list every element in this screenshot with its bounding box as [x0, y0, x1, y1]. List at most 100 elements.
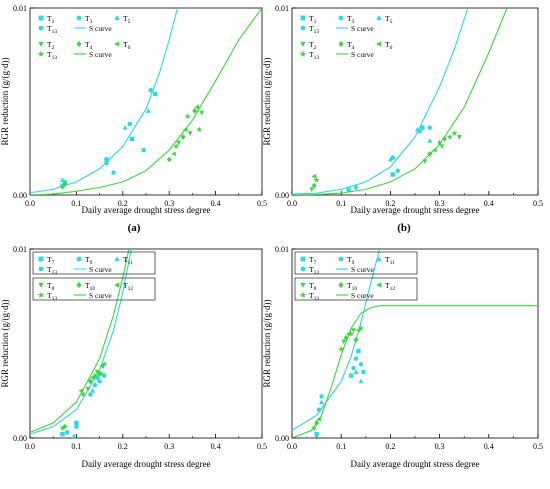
x-tick-label: 0.3: [164, 199, 174, 208]
x-tick-label: 0.5: [257, 442, 267, 451]
legend-label: T7: [47, 255, 55, 266]
legend-label-subscript: 3: [90, 19, 93, 25]
data-point: [122, 125, 128, 130]
legend-marker: [300, 266, 306, 272]
legend-label-text: T: [385, 40, 390, 49]
s-curve-line: [30, 8, 262, 195]
legend-marker: [76, 40, 82, 48]
legend-label-subscript: 13: [314, 55, 320, 61]
data-point: [74, 420, 79, 426]
legend-label-subscript: 7: [52, 260, 55, 266]
legend-marker: [300, 256, 306, 262]
x-axis-label: Daily average drought stress degree: [82, 459, 211, 469]
data-point: [390, 172, 396, 177]
data-point: [192, 107, 198, 114]
legend-marker: [300, 282, 306, 288]
legend-marker: [299, 291, 307, 298]
x-tick-label: 0.0: [25, 442, 35, 451]
x-tick-label: 0.5: [533, 442, 543, 451]
x-tick-label: 0.1: [336, 442, 346, 451]
data-point: [442, 136, 447, 142]
chart-panel: 0.0 0.1 0.2 0.3 0.4 0.5 0.00 0.01 Daily average …: [262, 4, 543, 234]
legend-label: S curve: [351, 265, 374, 274]
legend-marker: [38, 25, 44, 31]
legend-box: [294, 251, 418, 275]
chart-panel: 0.0 0.1 0.2 0.3 0.4 0.5 0.00 0.01 Daily average …: [0, 4, 267, 234]
data-point: [196, 126, 203, 133]
y-tick-label: 0.00: [13, 191, 27, 200]
data-point: [60, 177, 65, 183]
data-point: [153, 91, 158, 97]
x-tick-label: 0.2: [118, 442, 128, 451]
legend-label-text: T: [47, 255, 52, 264]
chart-panel: 0.0 0.1 0.2 0.3 0.4 0.5 0.00 0.01 Daily average …: [0, 245, 267, 469]
x-tick-label: 0.5: [257, 199, 267, 208]
legend-marker: [338, 281, 344, 289]
legend-marker: [376, 282, 382, 288]
legend-label: T13: [47, 24, 57, 35]
data-point: [62, 180, 68, 187]
legend-label: S curve: [351, 24, 374, 33]
data-point: [166, 156, 172, 163]
data-point: [422, 159, 428, 164]
legend-label-text: T: [309, 265, 314, 274]
panel-label: (b): [397, 222, 411, 234]
data-point: [90, 375, 95, 380]
legend-label-subscript: 11: [128, 260, 134, 266]
legend-label: T10: [347, 281, 357, 292]
legend-label-text: T: [123, 14, 128, 23]
data-point: [351, 365, 356, 371]
legend-label: T12: [123, 281, 133, 292]
x-tick-label: 0.1: [71, 199, 81, 208]
x-tick-label: 0.0: [287, 199, 297, 208]
data-point: [187, 131, 193, 136]
data-point: [355, 327, 361, 333]
legend-label: T13: [47, 265, 57, 276]
legend-label-text: T: [347, 14, 352, 23]
legend-label: T6: [385, 40, 393, 51]
legend-marker: [376, 15, 382, 21]
data-point: [341, 339, 347, 345]
data-point: [360, 369, 366, 374]
data-point: [345, 331, 351, 337]
data-point: [92, 382, 98, 388]
data-point: [348, 373, 354, 378]
legend-label: T12: [385, 281, 395, 292]
data-point: [357, 325, 364, 331]
legend-label-subscript: 12: [128, 286, 134, 292]
data-point: [432, 147, 437, 153]
data-point: [85, 386, 91, 392]
data-point: [176, 140, 181, 146]
legend-marker: [300, 41, 306, 47]
legend-label: T13: [47, 50, 57, 61]
data-point: [90, 388, 96, 393]
data-point: [62, 423, 68, 430]
x-tick-label: 0.0: [287, 442, 297, 451]
data-point: [182, 127, 188, 132]
legend-label: T8: [309, 281, 317, 292]
legend-label-subscript: 13: [52, 29, 58, 35]
data-point: [343, 334, 349, 341]
x-tick-label: 0.0: [25, 199, 35, 208]
legend-marker: [76, 281, 82, 289]
legend-marker: [300, 15, 306, 21]
legend-label: T4: [85, 40, 93, 51]
legend-label-subscript: 8: [52, 286, 55, 292]
data-point: [92, 372, 98, 379]
x-tick-label: 0.4: [484, 199, 494, 208]
data-point: [353, 336, 359, 343]
legend-label-subscript: 1: [314, 19, 317, 25]
legend-label-subscript: 4: [90, 45, 93, 51]
legend-marker: [114, 256, 120, 262]
legend-label-text: T: [309, 14, 314, 23]
legend-label-subscript: 4: [352, 45, 355, 51]
data-point: [171, 151, 176, 157]
data-point: [338, 346, 345, 352]
y-tick-label: 0.00: [275, 434, 289, 443]
legend-label: T1: [47, 14, 55, 25]
legend-label-subscript: 2: [52, 45, 55, 51]
data-point: [356, 348, 361, 354]
data-point: [348, 330, 354, 337]
legend-marker: [376, 41, 382, 47]
data-point: [78, 388, 84, 394]
